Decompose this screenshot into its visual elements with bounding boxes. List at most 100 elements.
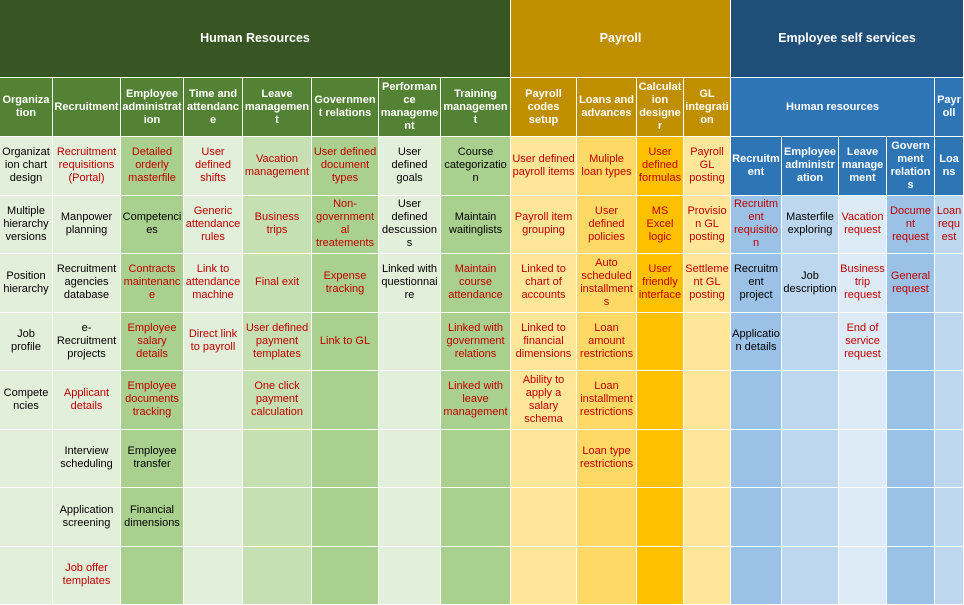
feature-cell: Document request [887, 195, 935, 254]
feature-cell: User defined goals [379, 137, 441, 196]
feature-cell: One click payment calculation [243, 371, 312, 430]
feature-cell: Linked with government relations [441, 312, 511, 371]
empty-cell [731, 429, 782, 488]
empty-cell [312, 488, 379, 547]
feature-cell: Generic attendance rules [184, 195, 243, 254]
feature-cell: User friendly interface [637, 254, 684, 313]
empty-cell [935, 312, 964, 371]
feature-cell: User defined payment templates [243, 312, 312, 371]
empty-cell [379, 371, 441, 430]
feature-cell: Payroll GL posting [684, 137, 731, 196]
empty-cell [782, 546, 839, 605]
feature-cell: Linked to financial dimensions [511, 312, 577, 371]
feature-cell: Business trip request [839, 254, 887, 313]
feature-cell: Course categorization [441, 137, 511, 196]
empty-cell [935, 546, 964, 605]
empty-cell [243, 488, 312, 547]
empty-cell [684, 371, 731, 430]
empty-cell [887, 429, 935, 488]
feature-cell: User defined document types [312, 137, 379, 196]
feature-cell: e-Recruitment projects [53, 312, 121, 371]
empty-cell [637, 371, 684, 430]
empty-cell [184, 429, 243, 488]
feature-cell: Linked with leave management [441, 371, 511, 430]
empty-cell [839, 546, 887, 605]
feature-cell: Job description [782, 254, 839, 313]
feature-cell: Auto scheduled installments [577, 254, 637, 313]
feature-cell: Loan request [935, 195, 964, 254]
empty-cell [637, 488, 684, 547]
empty-cell [637, 429, 684, 488]
feature-cell: Recruitment requisitions (Portal) [53, 137, 121, 196]
empty-cell [379, 429, 441, 488]
column-header: Loans and advances [577, 78, 637, 137]
feature-cell: Contracts maintenance [121, 254, 184, 313]
empty-cell [441, 546, 511, 605]
feature-cell: Provision GL posting [684, 195, 731, 254]
empty-cell [577, 546, 637, 605]
feature-cell: Organization chart design [0, 137, 53, 196]
feature-cell: Employee documents tracking [121, 371, 184, 430]
column-header: Government relations [312, 78, 379, 137]
feature-cell: Competencies [0, 371, 53, 430]
feature-cell: Job profile [0, 312, 53, 371]
column-header: Recruitment [53, 78, 121, 137]
empty-cell [184, 546, 243, 605]
feature-cell: Maintain course attendance [441, 254, 511, 313]
empty-cell [684, 488, 731, 547]
column-header: GL integration [684, 78, 731, 137]
empty-cell [184, 488, 243, 547]
feature-cell: Loan type restrictions [577, 429, 637, 488]
feature-cell: Masterfile exploring [782, 195, 839, 254]
feature-cell: Vacation management [243, 137, 312, 196]
empty-cell [935, 254, 964, 313]
feature-cell: Muliple loan types [577, 137, 637, 196]
feature-cell: Link to GL [312, 312, 379, 371]
column-header: Payroll codes setup [511, 78, 577, 137]
feature-cell: Recruitment requisition [731, 195, 782, 254]
feature-cell: Settlement GL posting [684, 254, 731, 313]
empty-cell [782, 488, 839, 547]
column-header: Leave management [243, 78, 312, 137]
feature-cell: Applicant details [53, 371, 121, 430]
empty-cell [684, 429, 731, 488]
empty-cell [312, 546, 379, 605]
column-header: Employee administration [782, 137, 839, 196]
feature-cell: Expense tracking [312, 254, 379, 313]
empty-cell [731, 488, 782, 547]
feature-cell: Multiple hierarchy versions [0, 195, 53, 254]
empty-cell [379, 546, 441, 605]
empty-cell [637, 546, 684, 605]
feature-cell: Link to attendance machine [184, 254, 243, 313]
empty-cell [782, 429, 839, 488]
empty-cell [312, 371, 379, 430]
empty-cell [887, 312, 935, 371]
empty-cell [935, 371, 964, 430]
empty-cell [441, 429, 511, 488]
feature-cell: MS Excel logic [637, 195, 684, 254]
section-title: Human Resources [0, 0, 511, 78]
feature-cell: Competencies [121, 195, 184, 254]
feature-cell: Interview scheduling [53, 429, 121, 488]
empty-cell [379, 488, 441, 547]
feature-cell: Linked to chart of accounts [511, 254, 577, 313]
empty-cell [577, 488, 637, 547]
empty-cell [243, 546, 312, 605]
column-header: Training management [441, 78, 511, 137]
subgroup-title: Payroll [935, 78, 964, 137]
feature-cell: Recruitment project [731, 254, 782, 313]
column-header: Government relations [887, 137, 935, 196]
empty-cell [782, 312, 839, 371]
feature-cell: Loan installment restrictions [577, 371, 637, 430]
feature-cell: Ability to apply a salary schema [511, 371, 577, 430]
empty-cell [839, 429, 887, 488]
empty-cell [782, 371, 839, 430]
column-header: Loans [935, 137, 964, 196]
empty-cell [731, 371, 782, 430]
empty-cell [0, 429, 53, 488]
empty-cell [511, 488, 577, 547]
empty-cell [887, 371, 935, 430]
empty-cell [511, 546, 577, 605]
column-header: Recruitment [731, 137, 782, 196]
